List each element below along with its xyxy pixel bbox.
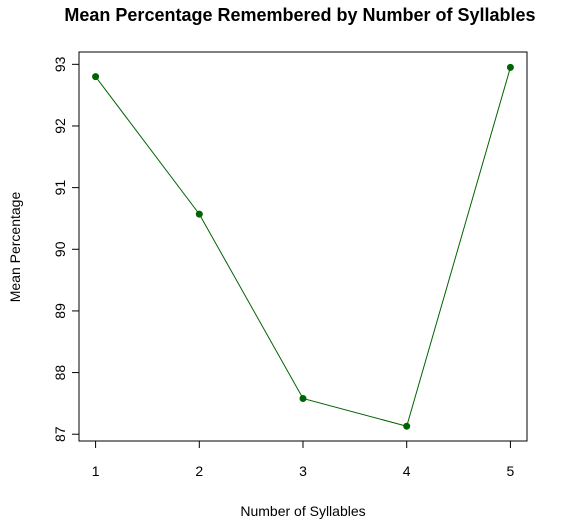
y-tick-label: 90 <box>52 241 68 257</box>
y-tick-label: 92 <box>52 118 68 134</box>
x-tick-group: 1 2 3 4 5 <box>92 441 515 479</box>
plot-area-frame <box>78 51 528 442</box>
chart-title: Mean Percentage Remembered by Number of … <box>64 5 535 25</box>
data-point <box>506 63 514 71</box>
data-point <box>403 422 411 430</box>
y-tick-label: 89 <box>52 303 68 319</box>
series-line <box>95 67 511 427</box>
series-layer <box>92 63 514 430</box>
y-axis: 87 88 89 90 91 92 93 <box>52 56 80 442</box>
x-tick-label: 3 <box>299 463 307 479</box>
x-axis-label: Number of Syllables <box>240 503 365 519</box>
x-tick-label: 2 <box>195 463 203 479</box>
data-point <box>299 394 307 402</box>
x-axis: 1 2 3 4 5 <box>92 440 515 479</box>
y-tick-label: 91 <box>52 180 68 196</box>
y-tick-label: 87 <box>52 426 68 442</box>
x-tick-label: 5 <box>507 463 515 479</box>
x-tick-label: 1 <box>92 463 100 479</box>
data-point <box>92 73 100 81</box>
data-point <box>195 210 203 218</box>
x-tick-label: 4 <box>403 463 411 479</box>
y-tick-label: 88 <box>52 365 68 381</box>
y-axis-label: Mean Percentage <box>7 192 23 303</box>
y-tick-label: 93 <box>52 56 68 72</box>
y-tick-group: 87 88 89 90 91 92 93 <box>52 56 79 442</box>
